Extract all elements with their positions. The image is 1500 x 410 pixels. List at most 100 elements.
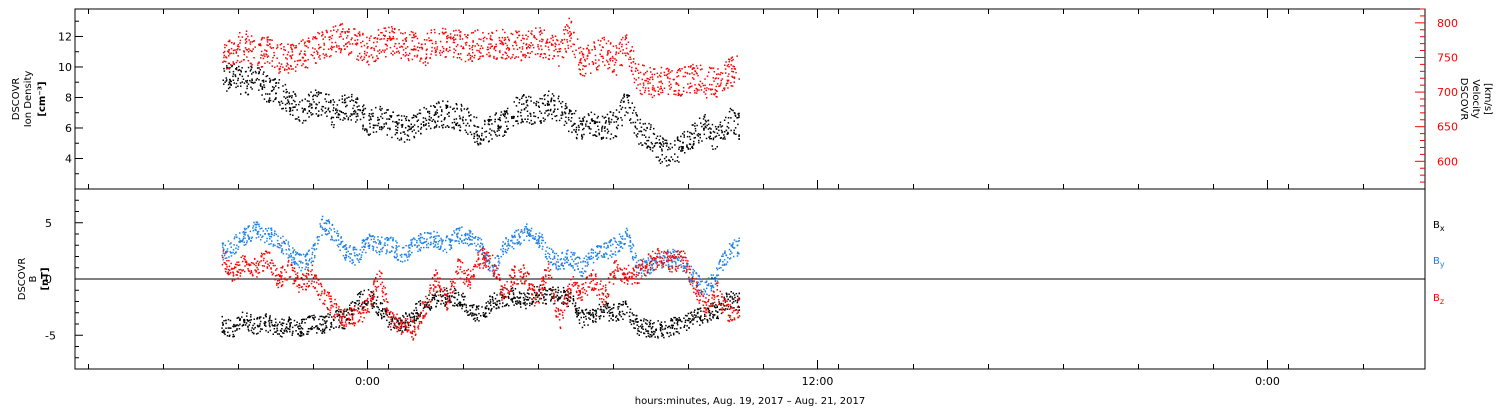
bx-point — [738, 292, 740, 294]
density-point — [689, 148, 692, 150]
density-point — [369, 122, 371, 125]
density-point — [517, 111, 520, 113]
bx-point — [518, 300, 520, 302]
density-point — [615, 109, 618, 111]
by-point — [405, 244, 407, 247]
density-point — [439, 106, 442, 108]
bx-point — [447, 292, 449, 295]
velocity-point — [514, 40, 517, 43]
velocity-point — [521, 46, 524, 48]
by-point — [343, 245, 346, 247]
velocity-point — [306, 67, 309, 69]
density-point — [344, 101, 347, 103]
velocity-point — [314, 62, 317, 64]
velocity-point — [292, 43, 294, 46]
bx-point — [376, 296, 379, 298]
velocity-point — [720, 79, 722, 82]
by-point — [269, 238, 271, 240]
bx-point — [407, 324, 410, 326]
by-point — [464, 234, 466, 236]
density-point — [535, 102, 537, 105]
velocity-point — [495, 29, 498, 32]
by-point — [273, 234, 275, 237]
bx-point — [305, 318, 307, 320]
density-point — [515, 96, 518, 99]
velocity-point — [563, 29, 565, 31]
density-point — [736, 117, 738, 119]
by-point — [471, 239, 473, 241]
bx-point — [336, 315, 338, 318]
velocity-point — [691, 68, 694, 70]
velocity-point — [294, 60, 296, 63]
bx-point — [287, 320, 289, 323]
by-point — [282, 252, 285, 255]
velocity-point — [266, 54, 268, 56]
velocity-point — [566, 24, 568, 26]
velocity-point — [299, 59, 302, 61]
velocity-point — [383, 38, 385, 40]
velocity-point — [704, 84, 706, 87]
velocity-point — [668, 72, 670, 75]
density-point — [326, 115, 328, 117]
density-point — [412, 116, 415, 119]
by-point — [473, 242, 476, 245]
density-point — [261, 86, 264, 88]
bx-point — [388, 323, 391, 326]
velocity-point — [233, 63, 235, 65]
velocity-point — [570, 21, 572, 24]
density-point — [686, 130, 689, 133]
bx-point — [525, 307, 527, 310]
bx-point — [581, 311, 584, 313]
velocity-point — [258, 43, 260, 46]
velocity-point — [554, 35, 557, 37]
velocity-point — [260, 50, 263, 53]
by-point — [416, 240, 418, 242]
velocity-point — [343, 45, 345, 47]
density-point — [476, 135, 478, 137]
density-point — [400, 137, 403, 139]
bx-point — [729, 300, 731, 302]
bx-point — [731, 302, 734, 304]
density-point — [498, 127, 500, 129]
velocity-point — [528, 44, 530, 46]
density-point — [441, 110, 443, 113]
bx-point — [260, 328, 262, 330]
velocity-point — [534, 53, 537, 56]
density-point — [225, 77, 227, 79]
bx-point — [714, 306, 716, 308]
density-point — [249, 79, 251, 82]
velocity-point — [278, 68, 280, 71]
density-point — [737, 117, 739, 119]
velocity-point — [569, 34, 571, 36]
by-point — [352, 246, 355, 249]
density-point — [302, 110, 304, 112]
velocity-point — [353, 28, 355, 30]
velocity-point — [376, 38, 379, 40]
velocity-point — [406, 46, 409, 48]
bx-point — [688, 327, 690, 329]
bx-point — [366, 304, 368, 306]
density-point — [693, 137, 695, 139]
velocity-point — [710, 89, 712, 91]
density-point — [550, 99, 552, 102]
velocity-point — [376, 41, 378, 43]
velocity-point — [338, 36, 341, 38]
density-point — [582, 117, 584, 120]
bx-point — [567, 305, 569, 308]
density-point — [606, 132, 609, 134]
by-point — [471, 236, 473, 238]
velocity-point — [230, 47, 233, 50]
bx-point — [512, 289, 515, 292]
velocity-point — [238, 46, 240, 48]
density-point — [579, 120, 581, 122]
velocity-point — [468, 53, 470, 55]
by-point — [314, 256, 316, 259]
velocity-point — [516, 36, 519, 39]
by-point — [449, 244, 451, 246]
density-point — [289, 95, 291, 97]
density-point — [539, 110, 541, 113]
density-point — [595, 131, 597, 133]
bx-point — [561, 294, 563, 297]
by-point — [369, 244, 371, 246]
density-point — [352, 113, 354, 115]
